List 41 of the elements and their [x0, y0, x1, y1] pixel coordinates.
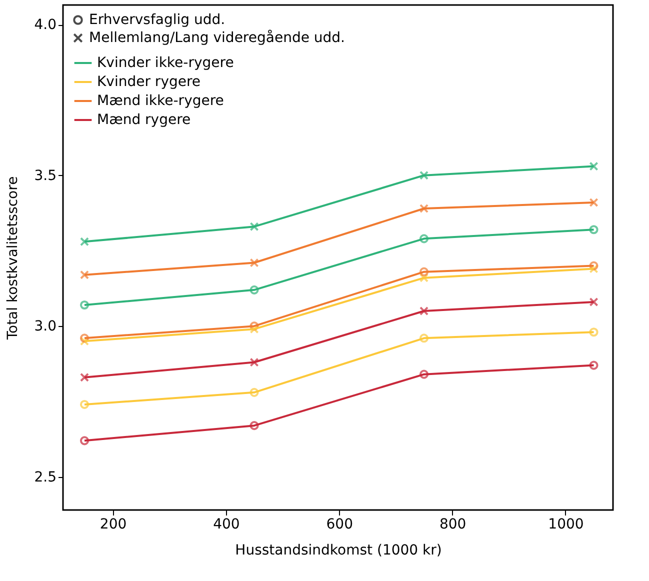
point [250, 322, 259, 331]
legend-label: Mænd rygere [97, 112, 191, 128]
point [250, 421, 259, 430]
x-axis-title: Husstandsindkomst (1000 kr) [235, 542, 442, 558]
point [250, 222, 259, 232]
y-tick-label: 3.5 [34, 168, 56, 184]
y-tick-label: 3.0 [34, 318, 56, 335]
legend-label: Kvinder ikke-rygere [97, 55, 234, 71]
point [419, 306, 429, 316]
point [250, 258, 259, 268]
legend-label: Kvinder rygere [97, 74, 201, 90]
point [589, 162, 598, 171]
point [419, 370, 429, 379]
point [250, 285, 259, 294]
point [419, 234, 429, 244]
y-axis-title: Total kostkvalitetsscore [5, 176, 22, 341]
point [419, 273, 429, 282]
point [250, 388, 259, 397]
x-tick-label: 800 [439, 516, 466, 532]
legend-label: Erhvervsfaglig udd. [89, 12, 226, 28]
point [589, 198, 598, 208]
point [80, 336, 90, 346]
legend-label: Mænd ikke-rygere [97, 93, 224, 109]
point [419, 267, 429, 276]
y-tick-label: 4.0 [34, 17, 56, 34]
point [80, 372, 90, 382]
point [80, 237, 90, 246]
y-tick-label: 2.5 [34, 469, 56, 486]
x-tick-label: 1000 [548, 516, 584, 532]
point [589, 297, 598, 307]
x-tick-label: 200 [100, 516, 127, 532]
x-tick-label: 600 [326, 516, 353, 532]
x-tick-label: 400 [213, 516, 240, 532]
legend-label: Mellemlang/Lang videregående udd. [89, 29, 345, 46]
point [250, 324, 259, 334]
point [80, 270, 90, 280]
point [419, 334, 429, 343]
point [419, 204, 429, 214]
point [589, 264, 598, 274]
point [250, 358, 259, 367]
point [419, 170, 429, 180]
